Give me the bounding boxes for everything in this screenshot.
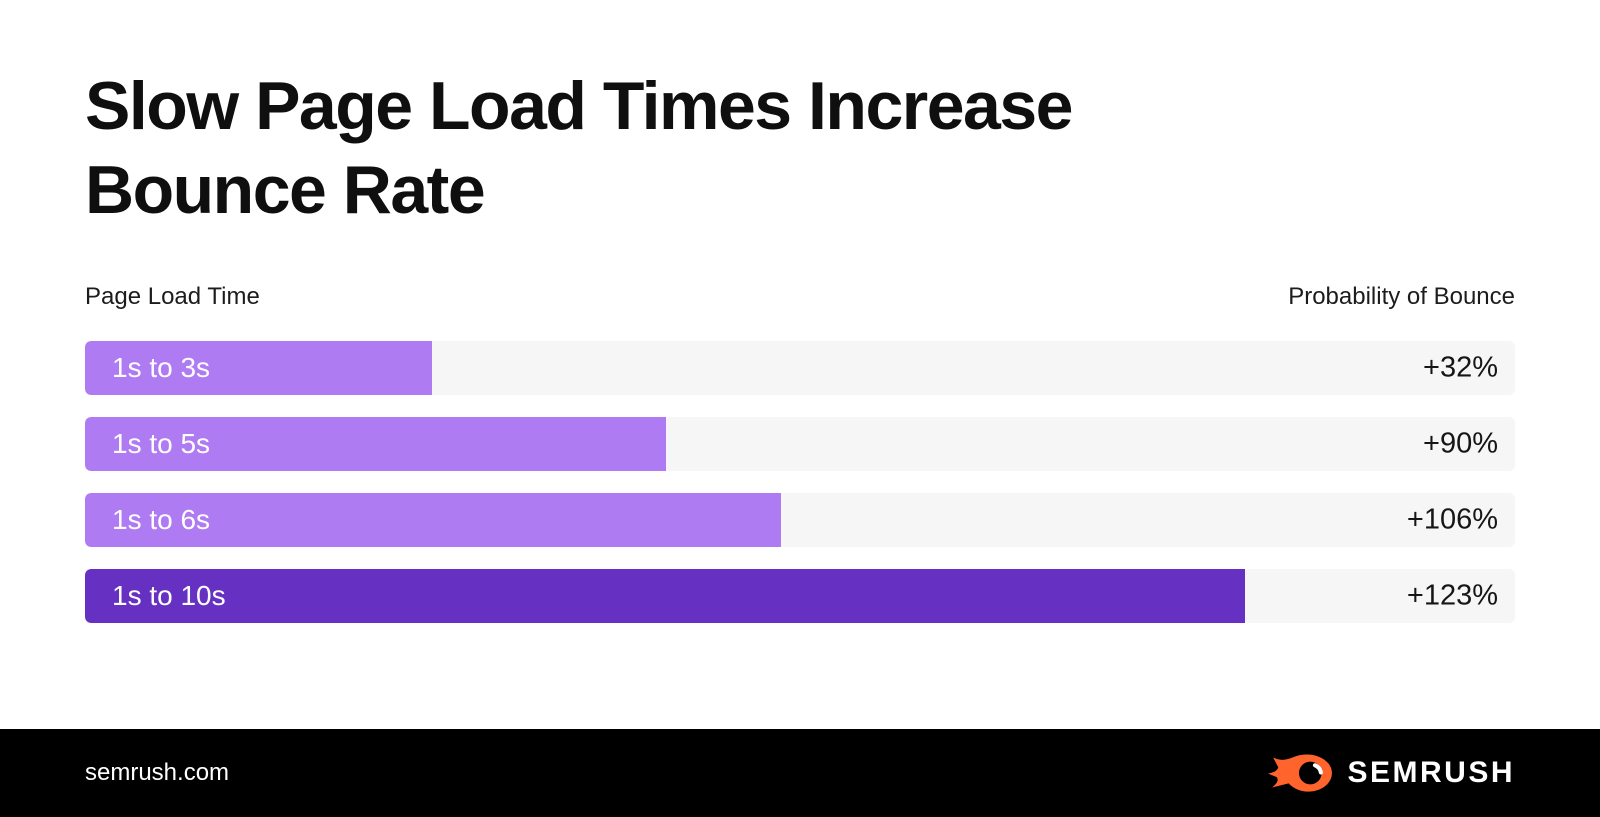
page-title-line2: Bounce Rate: [85, 152, 486, 229]
semrush-logo-text: SEMRUSH: [1347, 756, 1515, 789]
footer-website: semrush.com: [85, 759, 230, 786]
bar-row-1s-to-5s: 1s to 5s +90%: [85, 416, 1515, 471]
bar-fill: [85, 340, 433, 395]
bar-label: 1s to 10s: [112, 579, 226, 611]
infographic: Slow Page Load Times Increase Bounce Rat…: [85, 0, 1515, 623]
bar-value: +90%: [1423, 427, 1498, 460]
bar-row-1s-to-3s: 1s to 3s +32%: [85, 340, 1515, 395]
bar-label: 1s to 3s: [112, 351, 211, 383]
semrush-flame-icon: [1268, 754, 1333, 792]
footer: semrush.com SEMRUSH: [0, 729, 1600, 817]
left-axis-header: Page Load Time: [85, 282, 260, 310]
column-headers: Page Load Time Probability of Bounce: [85, 283, 1515, 311]
bar-label: 1s to 5s: [112, 427, 211, 459]
bar-row-1s-to-10s: 1s to 10s +123%: [85, 568, 1515, 623]
bar-value: +106%: [1406, 503, 1498, 536]
bar-row-1s-to-6s: 1s to 6s +106%: [85, 492, 1515, 547]
semrush-logo: SEMRUSH: [1268, 752, 1515, 794]
bar-fill: [85, 416, 666, 471]
bar-chart: 1s to 3s +32% 1s to 5s +90% 1s to 6s +10…: [85, 340, 1515, 623]
bar-fill: [85, 492, 782, 547]
bar-fill: [85, 568, 1245, 623]
bar-label: 1s to 6s: [112, 503, 211, 535]
bar-value: +32%: [1423, 351, 1498, 384]
right-axis-header: Probability of Bounce: [1288, 282, 1515, 310]
bar-value: +123%: [1406, 579, 1498, 612]
page-title: Slow Page Load Times Increase Bounce Rat…: [85, 0, 1515, 233]
page-title-line1: Slow Page Load Times Increase: [85, 68, 1074, 144]
